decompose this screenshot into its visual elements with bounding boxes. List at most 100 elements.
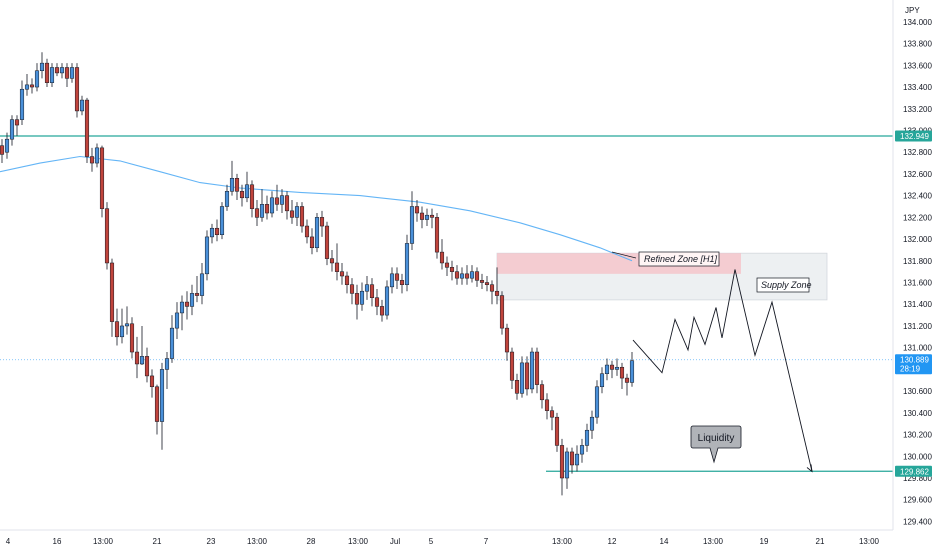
bullish-candle xyxy=(94,147,100,164)
bullish-candle xyxy=(49,67,55,83)
bullish-candle xyxy=(204,236,210,275)
bullish-candle xyxy=(69,67,75,79)
bearish-candle xyxy=(144,356,150,377)
bullish-candle xyxy=(159,369,165,422)
x-tick-label: 28 xyxy=(307,537,316,546)
bullish-candle xyxy=(359,290,365,305)
bearish-candle xyxy=(334,262,340,272)
x-tick-label: 16 xyxy=(53,537,62,546)
bullish-candle xyxy=(169,327,175,359)
bearish-candle xyxy=(234,178,240,192)
bearish-candle xyxy=(439,251,445,264)
bearish-candle xyxy=(29,84,35,88)
bullish-candle xyxy=(59,67,65,74)
bearish-candle xyxy=(109,262,115,322)
y-tick-label: 132.000 xyxy=(903,235,932,244)
bullish-candle xyxy=(244,184,250,199)
bullish-candle xyxy=(219,206,225,235)
resistance-price-tag-text: 132.949 xyxy=(900,132,929,141)
bearish-candle xyxy=(369,284,375,298)
bearish-candle xyxy=(419,212,425,220)
liquidity-price-tag-text: 129.862 xyxy=(900,467,929,476)
refined-zone-pointer xyxy=(611,251,637,259)
y-tick-label: 130.600 xyxy=(903,387,932,396)
y-tick-label: 133.600 xyxy=(903,61,932,70)
liquidity-callout xyxy=(690,425,742,464)
y-tick-label: 132.400 xyxy=(903,192,932,201)
bullish-candle xyxy=(124,323,130,327)
bullish-candle xyxy=(79,99,85,112)
bearish-candle xyxy=(549,410,555,418)
bearish-candle xyxy=(524,362,530,390)
x-tick-label: 19 xyxy=(760,537,769,546)
y-tick-label: 131.800 xyxy=(903,257,932,266)
bullish-candle xyxy=(229,178,235,192)
bearish-candle xyxy=(454,271,460,279)
supply-zone-label: Supply Zone xyxy=(761,280,812,290)
bearish-candle xyxy=(429,214,435,218)
bullish-candle xyxy=(34,70,40,88)
bullish-candle xyxy=(389,273,395,288)
price-axis[interactable]: 129.400 129.600 129.800 130.000 130.200 130.4… xyxy=(903,18,932,527)
x-tick-label: Jul xyxy=(390,537,400,546)
liquidity-price-tag-box xyxy=(895,465,932,477)
bearish-candle xyxy=(239,191,245,199)
y-tick-label: 130.400 xyxy=(903,409,932,418)
bearish-candle xyxy=(444,262,450,268)
y-tick-label: 132.800 xyxy=(903,148,932,157)
bullish-candle xyxy=(39,62,45,71)
bearish-candle xyxy=(399,280,405,285)
bullish-candle xyxy=(314,217,320,249)
bullish-candle xyxy=(179,301,185,314)
bearish-candle xyxy=(264,204,270,214)
bullish-candle xyxy=(564,451,570,479)
bearish-candle xyxy=(499,295,505,329)
bullish-candle xyxy=(529,351,535,390)
bearish-candle xyxy=(624,377,630,383)
x-tick-label: 21 xyxy=(816,537,825,546)
bearish-candle xyxy=(379,306,385,316)
bullish-candle xyxy=(164,358,170,370)
liquidity-label: Liquidity xyxy=(698,433,735,444)
bullish-candle xyxy=(364,284,370,292)
bearish-candle xyxy=(414,206,420,214)
y-tick-label: 129.800 xyxy=(903,474,932,483)
bullish-candle xyxy=(4,138,10,153)
bearish-candle xyxy=(329,258,335,264)
bearish-candle xyxy=(619,366,625,379)
bullish-candle xyxy=(614,366,620,370)
y-tick-label: 130.200 xyxy=(903,431,932,440)
bearish-candle xyxy=(74,67,80,112)
x-tick-label: 13:00 xyxy=(703,537,724,546)
bearish-candle xyxy=(64,67,70,79)
bullish-candle xyxy=(209,227,215,238)
bullish-candle xyxy=(574,453,580,466)
bullish-candle xyxy=(19,88,25,120)
x-tick-label: 4 xyxy=(6,537,11,546)
bullish-candle xyxy=(9,119,15,140)
bearish-candle xyxy=(509,351,515,381)
bearish-candle xyxy=(134,351,140,365)
bullish-candle xyxy=(279,195,285,205)
bearish-candle xyxy=(99,147,105,209)
x-tick-label: 21 xyxy=(153,537,162,546)
current-price-tag-box xyxy=(895,354,932,375)
bearish-candle xyxy=(254,208,260,218)
bullish-candle xyxy=(469,271,475,279)
bullish-candle xyxy=(139,356,145,365)
bearish-candle xyxy=(534,351,540,385)
y-tick-label: 134.000 xyxy=(903,18,932,27)
bullish-candle xyxy=(589,416,595,431)
bearish-candle xyxy=(349,284,355,294)
projection-polyline xyxy=(632,269,813,472)
time-axis[interactable]: 4 16 13:00 21 23 13:00 28 13:00 Jul 5 7 13:00 12 14 13… xyxy=(6,537,880,546)
bearish-candle xyxy=(274,197,280,205)
bearish-candle xyxy=(54,67,60,74)
supply-zone-label-box xyxy=(756,277,810,293)
bullish-candle xyxy=(459,273,465,279)
bullish-candle xyxy=(409,206,415,244)
bearish-candle xyxy=(544,399,550,411)
bearish-candle xyxy=(559,445,565,479)
